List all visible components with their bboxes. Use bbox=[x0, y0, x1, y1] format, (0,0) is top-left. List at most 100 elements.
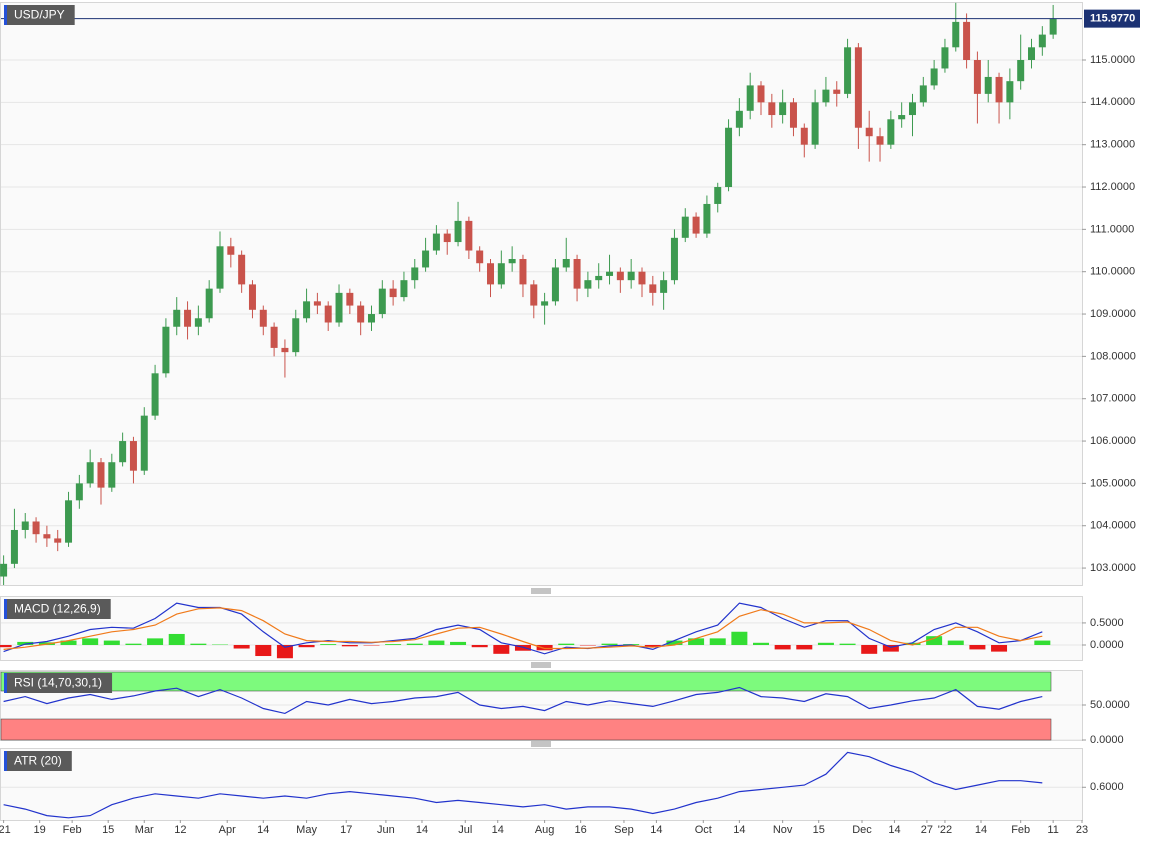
histogram-bar bbox=[320, 644, 337, 645]
x-tick-label: 16 bbox=[575, 824, 587, 836]
candle-body bbox=[378, 288, 386, 315]
candle-body bbox=[476, 250, 484, 264]
last-price-label: 115.9770 bbox=[1090, 13, 1135, 25]
candle-body bbox=[367, 314, 375, 323]
candle-body bbox=[930, 68, 938, 86]
y-tick-label: 103.0000 bbox=[1090, 562, 1136, 574]
candle-body bbox=[530, 284, 538, 306]
histogram-bar bbox=[817, 642, 834, 645]
atr-panel bbox=[0, 748, 1083, 821]
candle-body bbox=[908, 102, 916, 116]
histogram-bar bbox=[861, 644, 878, 654]
histogram-bar bbox=[125, 643, 142, 645]
histogram-bar bbox=[493, 644, 510, 654]
last-price-box bbox=[1084, 9, 1140, 28]
candle-body bbox=[313, 301, 321, 306]
x-tick-label: 14 bbox=[650, 824, 662, 836]
y-tick-label: 0.0000 bbox=[1090, 639, 1124, 651]
candle-body bbox=[1028, 47, 1036, 61]
histogram-bar bbox=[60, 640, 77, 645]
y-tick-label: 0.5000 bbox=[1090, 617, 1124, 629]
macd-panel bbox=[0, 596, 1083, 661]
indicator-line bbox=[3, 751, 1043, 819]
y-tick-label: 0.0000 bbox=[1090, 734, 1124, 746]
histogram-bar bbox=[471, 644, 488, 648]
candle-body bbox=[357, 305, 365, 323]
candle-body bbox=[54, 538, 62, 543]
candle-body bbox=[714, 187, 722, 204]
x-tick-label: 19 bbox=[34, 824, 46, 836]
candle-body bbox=[1017, 60, 1025, 82]
histogram-bar bbox=[904, 642, 921, 645]
histogram-bar bbox=[298, 644, 315, 648]
x-tick-label: Dec bbox=[852, 824, 872, 836]
histogram-bar bbox=[190, 643, 207, 645]
candle-body bbox=[1038, 34, 1046, 48]
x-tick-label: 17 bbox=[340, 824, 352, 836]
x-tick-label: Feb bbox=[63, 824, 82, 836]
x-tick-label: Nov bbox=[773, 824, 793, 836]
candle-body bbox=[119, 441, 127, 463]
candle-body bbox=[887, 119, 895, 145]
histogram-bar bbox=[688, 638, 705, 645]
title-background bbox=[4, 5, 75, 25]
panel-title: USD/JPY bbox=[4, 5, 75, 25]
histogram-bar bbox=[147, 638, 164, 645]
x-tick-label: Mar bbox=[135, 824, 154, 836]
y-tick-label: 108.0000 bbox=[1090, 350, 1136, 362]
x-tick-label: May bbox=[296, 824, 317, 836]
histogram-bar bbox=[168, 633, 185, 645]
histogram-bar bbox=[666, 640, 683, 645]
candle-body bbox=[519, 258, 527, 285]
x-tick-label: Feb bbox=[1011, 824, 1030, 836]
histogram-bar bbox=[709, 638, 726, 645]
candle-body bbox=[941, 47, 949, 69]
histogram-bar bbox=[536, 644, 553, 651]
candle-body bbox=[541, 301, 549, 306]
candle-body bbox=[1049, 18, 1057, 35]
candle-body bbox=[443, 233, 451, 243]
histogram-bar bbox=[0, 644, 12, 648]
histogram-bar bbox=[601, 643, 618, 645]
candle-body bbox=[292, 318, 300, 353]
title-background bbox=[4, 599, 111, 619]
y-tick-label: 111.0000 bbox=[1090, 223, 1134, 235]
histogram-bar bbox=[385, 644, 402, 645]
histogram-bar bbox=[926, 636, 943, 645]
histogram-bar bbox=[428, 640, 445, 645]
x-tick-label: Jul bbox=[458, 824, 472, 836]
candle-body bbox=[984, 76, 992, 94]
candle-body bbox=[865, 127, 873, 137]
oversold-zone bbox=[0, 718, 1052, 741]
candle-body bbox=[703, 203, 711, 234]
candle-body bbox=[411, 267, 419, 281]
title-accent bbox=[4, 673, 7, 693]
candle-body bbox=[205, 288, 213, 319]
candle-body bbox=[779, 102, 787, 116]
candle-body bbox=[194, 318, 202, 327]
panel-title: RSI (14,70,30,1) bbox=[4, 673, 113, 693]
y-tick-label: 110.0000 bbox=[1090, 266, 1135, 278]
y-tick-label: 0.6000 bbox=[1090, 781, 1124, 793]
candle-body bbox=[389, 288, 397, 298]
candle-body bbox=[681, 216, 689, 238]
candle-body bbox=[65, 500, 73, 543]
x-tick-label: 14 bbox=[492, 824, 504, 836]
candle-body bbox=[216, 246, 224, 289]
candle-body bbox=[173, 309, 181, 327]
indicator-line bbox=[3, 602, 1043, 655]
candle-body bbox=[335, 292, 343, 323]
candle-body bbox=[10, 529, 18, 564]
candle-body bbox=[508, 258, 516, 264]
candle-body bbox=[140, 415, 148, 471]
title-text: RSI (14,70,30,1) bbox=[14, 676, 102, 690]
title-background bbox=[4, 751, 72, 771]
x-tick-label: 27 bbox=[921, 824, 933, 836]
x-tick-label: 14 bbox=[416, 824, 428, 836]
histogram-bar bbox=[276, 644, 293, 659]
candle-body bbox=[562, 258, 570, 268]
candle-body bbox=[129, 441, 137, 471]
y-tick-label: 115.0000 bbox=[1090, 54, 1135, 66]
candle-body bbox=[876, 136, 884, 145]
x-tick-label: '22 bbox=[938, 824, 952, 836]
